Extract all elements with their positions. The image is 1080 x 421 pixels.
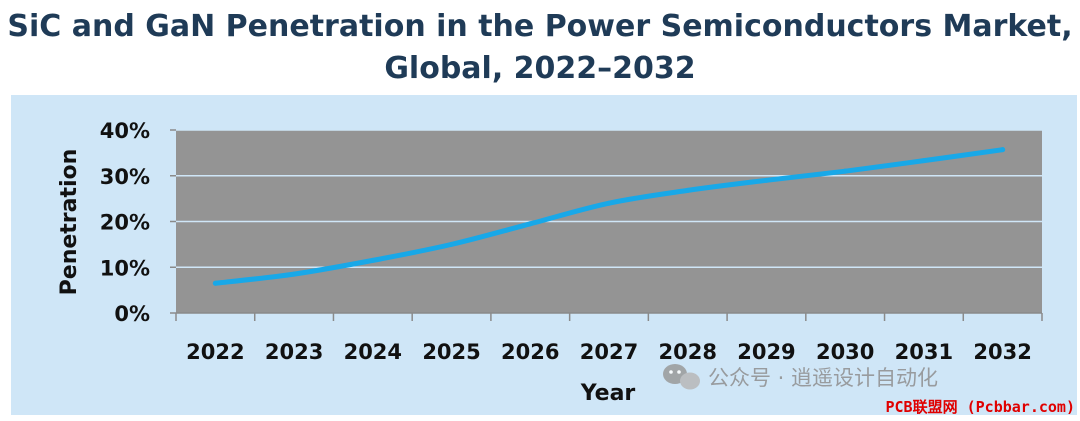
x-tick-label: 2029 xyxy=(737,340,795,364)
data-point xyxy=(763,177,769,183)
data-point xyxy=(1000,147,1006,153)
x-tick-label: 2031 xyxy=(895,340,953,364)
data-point xyxy=(842,168,848,174)
y-tick-label: 40% xyxy=(100,119,150,143)
gridlines xyxy=(176,129,1042,268)
y-tick-label: 20% xyxy=(100,211,150,235)
data-point xyxy=(449,241,455,247)
data-point xyxy=(606,200,612,206)
watermark-site: PCB联盟网 (Pcbbar.com) xyxy=(886,398,1076,416)
data-point xyxy=(921,158,927,164)
series-group xyxy=(212,147,1006,286)
chart-title-line-1: SiC and GaN Penetration in the Power Sem… xyxy=(7,9,1073,44)
x-tick-label: 2032 xyxy=(973,340,1031,364)
chart-title: SiC and GaN Penetration in the Power Sem… xyxy=(0,6,1080,90)
wechat-icon xyxy=(663,364,700,390)
y-tick-label: 30% xyxy=(100,165,150,189)
data-point xyxy=(685,187,691,193)
chart-title-line-2: Global, 2022–2032 xyxy=(384,51,696,86)
data-point xyxy=(527,221,533,227)
x-tick-label: 2028 xyxy=(659,340,717,364)
x-tick-label: 2024 xyxy=(344,340,402,364)
x-tick-label: 2025 xyxy=(422,340,480,364)
data-point xyxy=(291,271,297,277)
x-tick-label: 2030 xyxy=(816,340,874,364)
x-tick-label: 2027 xyxy=(580,340,638,364)
y-tick-label: 0% xyxy=(114,302,150,326)
data-point xyxy=(370,257,376,263)
data-point xyxy=(212,280,218,286)
y-tick-label: 10% xyxy=(100,256,150,280)
watermark-text: 公众号 · 逍遥设计自动化 xyxy=(708,366,938,390)
y-axis-label: Penetration xyxy=(57,149,82,296)
x-tick-label: 2022 xyxy=(186,340,244,364)
watermark: 公众号 · 逍遥设计自动化 xyxy=(663,364,938,390)
x-axis-label: Year xyxy=(580,381,636,406)
x-tick-labels: 2022 2023 2024 2025 2026 2027 2028 2029 2030 2031… xyxy=(186,340,1032,364)
x-tick-label: 2023 xyxy=(265,340,323,364)
axes xyxy=(170,129,1043,321)
x-tick-label: 2026 xyxy=(501,340,559,364)
y-tick-labels: 0% 10% 20% 30% 40% xyxy=(100,119,150,326)
